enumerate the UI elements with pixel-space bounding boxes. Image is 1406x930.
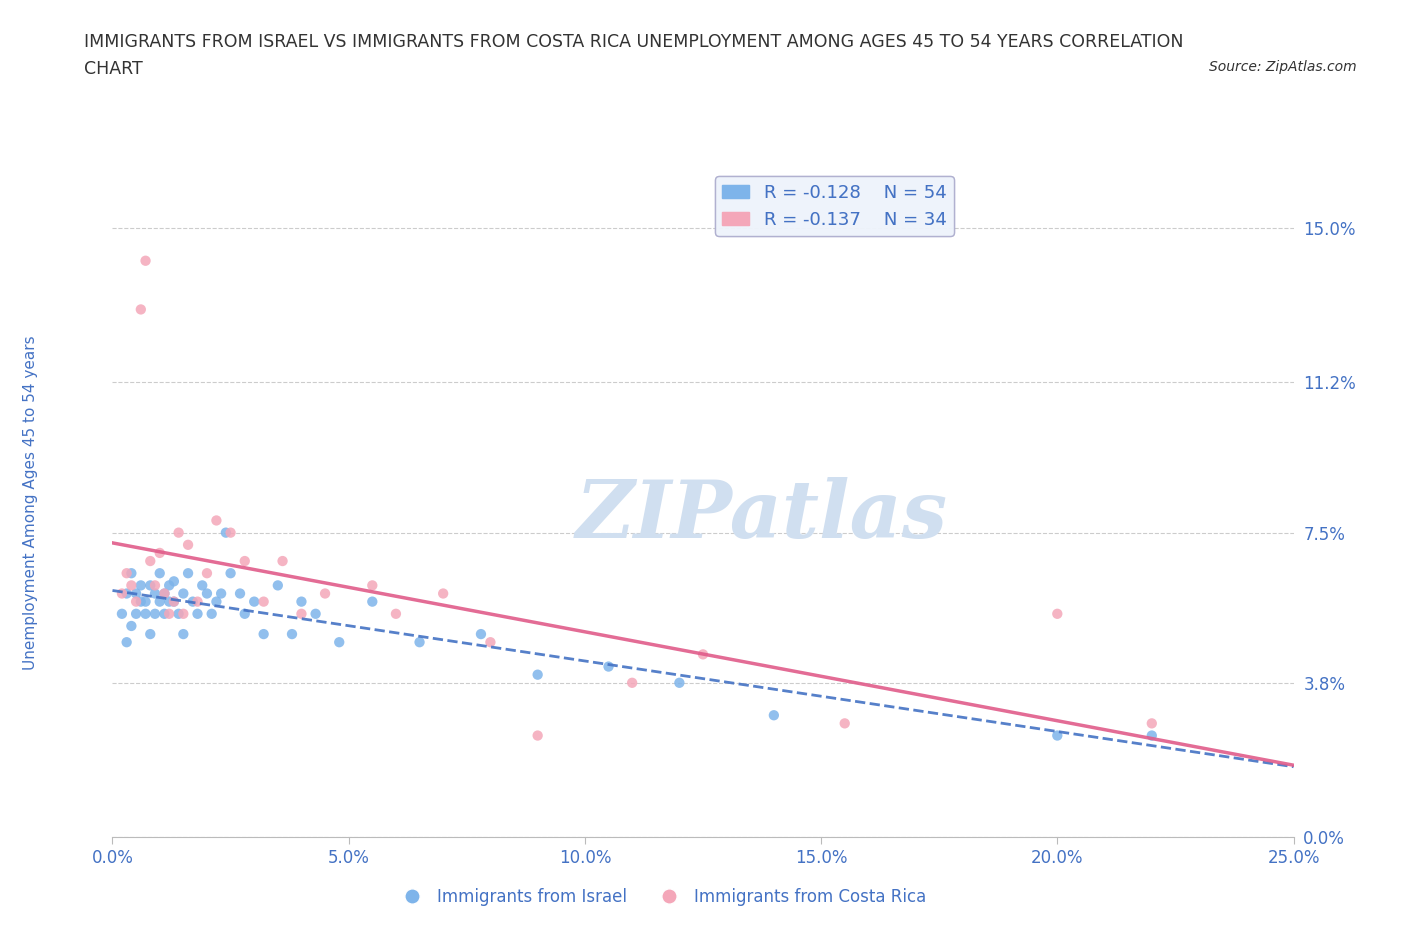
Text: ZIPatlas: ZIPatlas xyxy=(576,477,948,554)
Point xyxy=(135,594,157,609)
Point xyxy=(253,627,276,642)
Point xyxy=(243,594,266,609)
Point xyxy=(143,606,166,621)
Legend: R = -0.128    N = 54, R = -0.137    N = 34: R = -0.128 N = 54, R = -0.137 N = 34 xyxy=(716,177,953,236)
Point xyxy=(408,635,430,650)
Point xyxy=(215,525,238,540)
Point xyxy=(621,675,644,690)
Point xyxy=(139,627,162,642)
Point xyxy=(139,553,162,568)
Point xyxy=(290,594,312,609)
Point xyxy=(149,546,172,561)
Point xyxy=(598,659,620,674)
Point xyxy=(129,578,152,592)
Legend: Immigrants from Israel, Immigrants from Costa Rica: Immigrants from Israel, Immigrants from … xyxy=(389,881,932,912)
Point xyxy=(115,565,138,580)
Point xyxy=(163,594,186,609)
Point xyxy=(432,586,454,601)
Point xyxy=(219,565,242,580)
Text: Unemployment Among Ages 45 to 54 years: Unemployment Among Ages 45 to 54 years xyxy=(24,335,38,670)
Point xyxy=(267,578,290,592)
Point xyxy=(125,594,148,609)
Point xyxy=(177,565,200,580)
Point xyxy=(201,606,224,621)
Point xyxy=(253,594,276,609)
Point xyxy=(186,606,208,621)
Point xyxy=(271,553,294,568)
Point xyxy=(129,594,152,609)
Point xyxy=(668,675,690,690)
Point xyxy=(209,586,232,601)
Point xyxy=(692,647,714,662)
Point xyxy=(181,594,204,609)
Point xyxy=(304,606,326,621)
Point xyxy=(125,586,148,601)
Point xyxy=(526,728,548,743)
Text: Source: ZipAtlas.com: Source: ZipAtlas.com xyxy=(1209,60,1357,74)
Point xyxy=(111,586,134,601)
Point xyxy=(163,574,186,589)
Point xyxy=(135,606,157,621)
Point xyxy=(139,578,162,592)
Point xyxy=(153,606,176,621)
Point xyxy=(172,627,194,642)
Point xyxy=(129,302,152,317)
Point xyxy=(125,606,148,621)
Point xyxy=(149,594,172,609)
Point xyxy=(314,586,336,601)
Point xyxy=(149,565,172,580)
Point xyxy=(1140,728,1163,743)
Point xyxy=(111,606,134,621)
Point xyxy=(120,565,142,580)
Point xyxy=(120,618,142,633)
Point xyxy=(219,525,242,540)
Point xyxy=(143,586,166,601)
Point xyxy=(115,635,138,650)
Point xyxy=(229,586,252,601)
Point xyxy=(172,586,194,601)
Point xyxy=(167,525,190,540)
Point xyxy=(290,606,312,621)
Point xyxy=(163,594,186,609)
Point xyxy=(1140,716,1163,731)
Point xyxy=(233,553,256,568)
Point xyxy=(195,565,218,580)
Point xyxy=(361,594,384,609)
Point xyxy=(120,578,142,592)
Point xyxy=(1046,606,1069,621)
Point xyxy=(479,635,502,650)
Point xyxy=(167,606,190,621)
Point xyxy=(153,586,176,601)
Text: IMMIGRANTS FROM ISRAEL VS IMMIGRANTS FROM COSTA RICA UNEMPLOYMENT AMONG AGES 45 : IMMIGRANTS FROM ISRAEL VS IMMIGRANTS FRO… xyxy=(84,33,1184,50)
Point xyxy=(186,594,208,609)
Point xyxy=(191,578,214,592)
Point xyxy=(143,578,166,592)
Point xyxy=(762,708,785,723)
Point xyxy=(157,578,180,592)
Point xyxy=(526,667,548,682)
Point xyxy=(153,586,176,601)
Point xyxy=(1046,728,1069,743)
Point xyxy=(115,586,138,601)
Point xyxy=(205,594,228,609)
Point xyxy=(328,635,350,650)
Point xyxy=(135,253,157,268)
Point xyxy=(385,606,408,621)
Point xyxy=(157,594,180,609)
Text: CHART: CHART xyxy=(84,60,143,78)
Point xyxy=(233,606,256,621)
Point xyxy=(172,606,194,621)
Point xyxy=(361,578,384,592)
Point xyxy=(205,513,228,528)
Point xyxy=(157,606,180,621)
Point xyxy=(195,586,218,601)
Point xyxy=(470,627,492,642)
Point xyxy=(834,716,856,731)
Point xyxy=(177,538,200,552)
Point xyxy=(281,627,304,642)
